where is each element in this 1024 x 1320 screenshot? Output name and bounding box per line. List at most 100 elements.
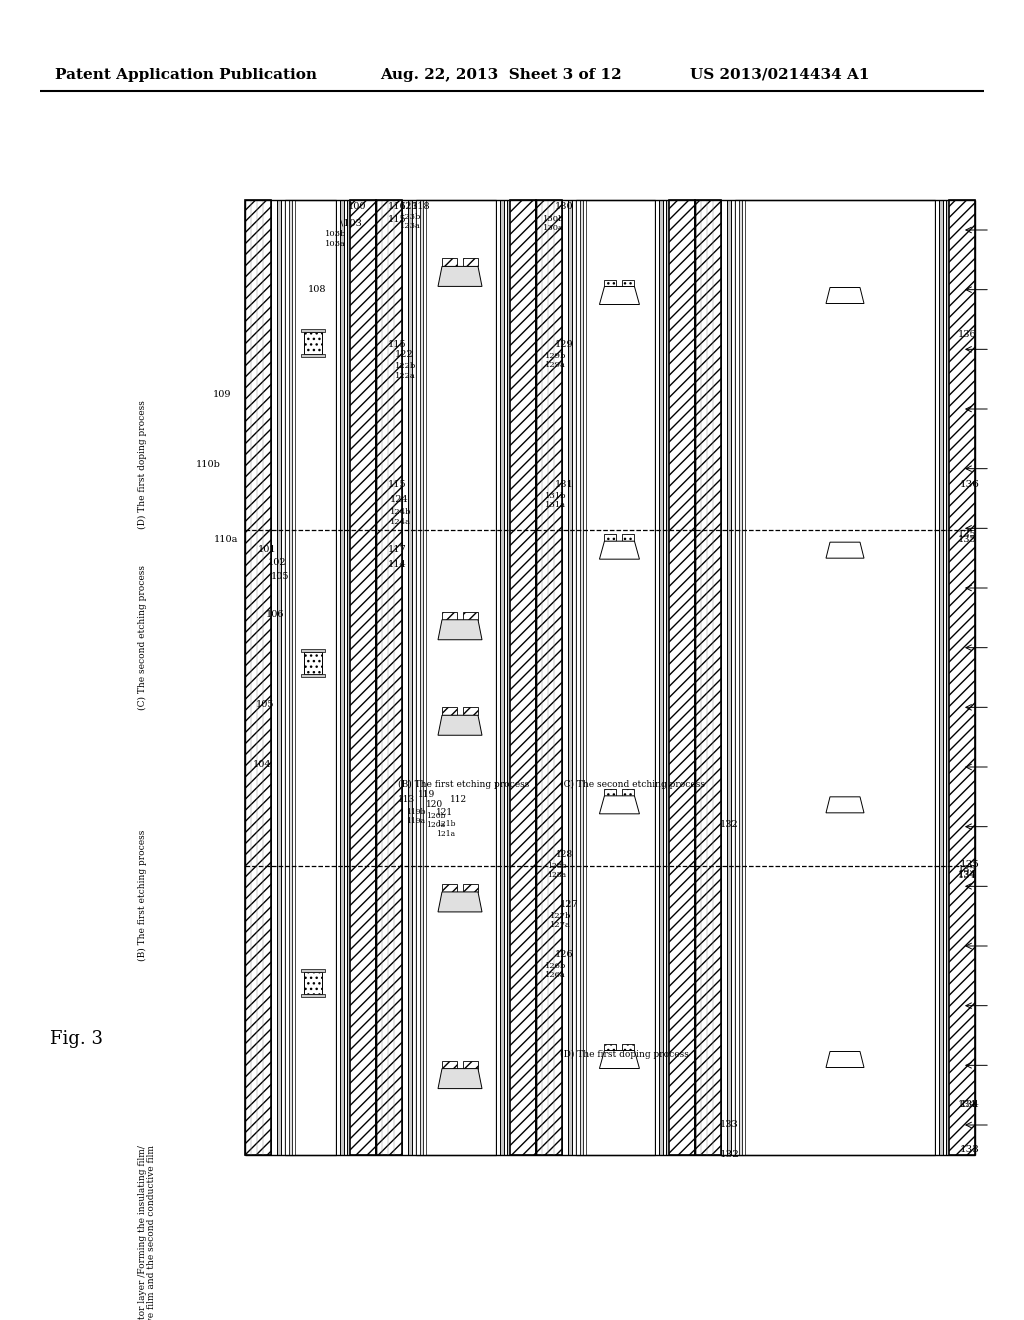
Bar [572, 201, 575, 1155]
Bar [416, 201, 496, 1155]
Bar [623, 789, 635, 796]
Text: 120: 120 [426, 800, 443, 809]
Text: 124a: 124a [390, 517, 411, 525]
Text: (D) The first doping process: (D) The first doping process [138, 400, 147, 529]
Bar [575, 201, 580, 1155]
Bar [301, 329, 325, 333]
Text: 123: 123 [400, 202, 419, 211]
Text: 127: 127 [560, 900, 579, 909]
Polygon shape [438, 267, 482, 286]
Text: 113: 113 [398, 795, 415, 804]
Text: 105: 105 [256, 700, 274, 709]
Text: 108: 108 [308, 285, 327, 294]
Text: 136: 136 [961, 480, 980, 488]
Text: (C) The second etching process: (C) The second etching process [560, 780, 705, 789]
Bar [604, 789, 616, 796]
Bar [412, 201, 416, 1155]
Text: 135: 135 [961, 861, 980, 869]
Bar [604, 280, 616, 286]
Text: Forming the first conductive film and the second conductive film: Forming the first conductive film and th… [147, 1144, 156, 1320]
Text: 127b: 127b [550, 912, 571, 920]
Text: 131: 131 [555, 480, 573, 488]
Text: 130a: 130a [543, 224, 564, 232]
Bar [271, 201, 278, 1155]
Text: 135: 135 [958, 865, 977, 874]
Polygon shape [438, 715, 482, 735]
Bar [949, 201, 975, 1155]
Bar [292, 201, 295, 1155]
Text: 115: 115 [388, 341, 407, 348]
Bar [420, 201, 423, 1155]
Text: 134: 134 [958, 870, 977, 879]
Polygon shape [438, 620, 482, 640]
Bar [731, 201, 735, 1155]
Polygon shape [826, 797, 864, 813]
Text: 126: 126 [555, 950, 573, 960]
Bar [301, 994, 325, 997]
Bar [604, 1044, 616, 1051]
Text: 123b: 123b [400, 213, 421, 220]
Bar [340, 201, 344, 1155]
Text: 130: 130 [555, 202, 573, 211]
Text: 103a: 103a [325, 240, 346, 248]
Bar [721, 201, 727, 1155]
Bar [496, 201, 500, 1155]
Text: 117: 117 [388, 545, 407, 554]
Text: 131a: 131a [545, 502, 566, 510]
Bar [623, 1044, 635, 1051]
Bar [463, 259, 478, 267]
Bar [301, 675, 325, 677]
Text: \103: \103 [340, 218, 361, 227]
Text: 121a: 121a [436, 830, 455, 838]
Text: (C) The second etching process: (C) The second etching process [138, 565, 147, 710]
Text: 120a: 120a [426, 821, 445, 829]
Text: 120b: 120b [426, 812, 445, 820]
Polygon shape [438, 1069, 482, 1089]
Bar [943, 201, 946, 1155]
Text: 134: 134 [958, 1100, 977, 1109]
Text: 115: 115 [388, 480, 407, 488]
Bar [423, 201, 426, 1155]
Bar [623, 280, 635, 286]
Text: 112: 112 [450, 795, 467, 804]
Text: 118: 118 [412, 202, 431, 211]
Text: 109: 109 [213, 389, 231, 399]
Text: 115: 115 [388, 215, 407, 224]
Bar [285, 201, 289, 1155]
Text: 110a: 110a [214, 535, 239, 544]
Bar [281, 201, 285, 1155]
Polygon shape [599, 1051, 639, 1068]
Polygon shape [599, 796, 639, 814]
Text: 119b: 119b [406, 808, 426, 816]
Bar [500, 201, 504, 1155]
Text: 122a: 122a [395, 372, 416, 380]
Text: Patent Application Publication: Patent Application Publication [55, 69, 317, 82]
Text: 122: 122 [395, 350, 414, 359]
Text: 124: 124 [390, 495, 409, 504]
Text: 133: 133 [961, 1144, 980, 1154]
Text: 133: 133 [720, 1119, 738, 1129]
Polygon shape [826, 543, 864, 558]
Text: (D) The first doping process: (D) The first doping process [560, 1049, 689, 1059]
Bar [935, 201, 939, 1155]
Text: US 2013/0214434 A1: US 2013/0214434 A1 [690, 69, 869, 82]
Text: 134: 134 [961, 1100, 980, 1109]
Bar [623, 535, 635, 541]
Text: 104: 104 [253, 760, 271, 770]
Bar [463, 1060, 478, 1069]
Bar [304, 652, 322, 675]
Bar [659, 201, 663, 1155]
Bar [347, 201, 350, 1155]
Bar [604, 535, 616, 541]
Bar [695, 201, 721, 1155]
Bar [304, 972, 322, 994]
Bar [946, 201, 949, 1155]
Text: 132: 132 [720, 1150, 740, 1159]
Bar [663, 201, 666, 1155]
Polygon shape [826, 288, 864, 304]
Bar [285, 201, 336, 1155]
Text: 131b: 131b [545, 492, 566, 500]
Text: 121b: 121b [436, 820, 456, 828]
Text: 132: 132 [720, 820, 738, 829]
Text: 128b: 128b [547, 862, 566, 870]
